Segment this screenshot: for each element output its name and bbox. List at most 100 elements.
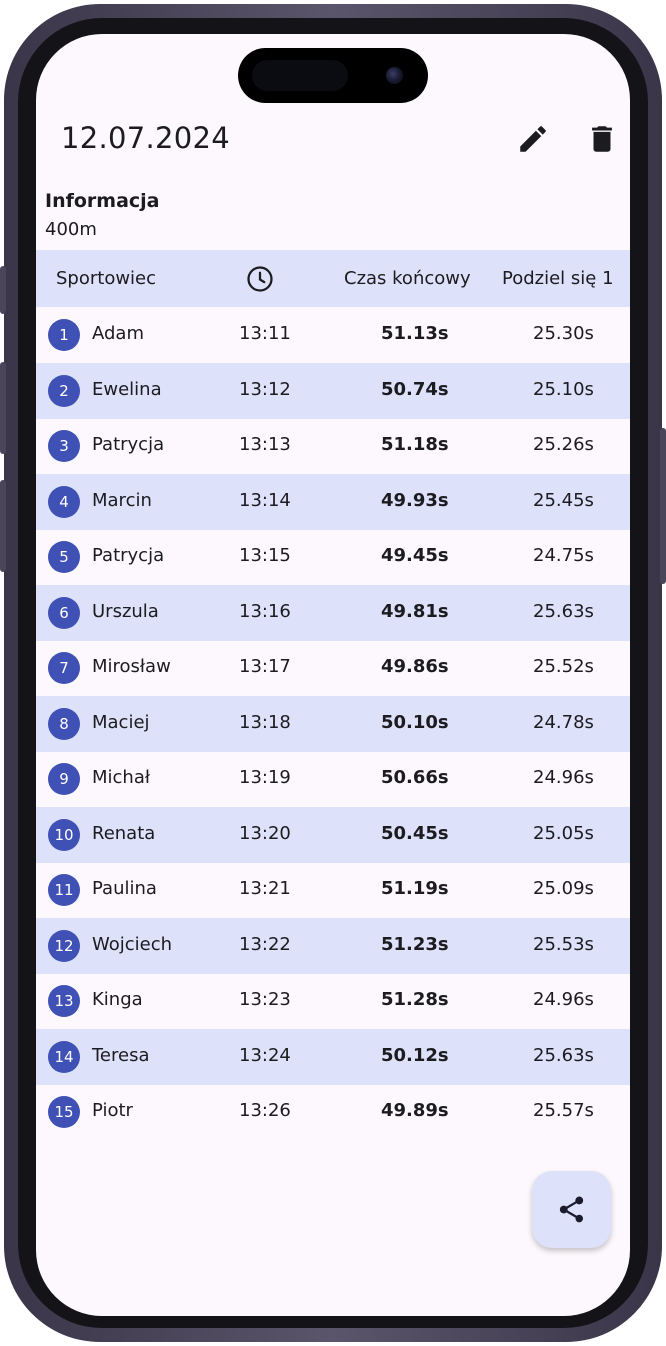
table-row[interactable]: 10 Renata 13:20 50.45s 25.05s bbox=[36, 806, 630, 863]
start-time: 13:17 bbox=[239, 656, 291, 677]
athlete-name: Mirosław bbox=[92, 656, 171, 677]
athlete-name: Michał bbox=[92, 767, 150, 788]
camera-lens bbox=[386, 67, 403, 84]
pencil-icon bbox=[520, 126, 546, 152]
start-time: 13:16 bbox=[239, 600, 291, 622]
athlete-name: Piotr bbox=[92, 1100, 133, 1121]
split-time: 25.05s bbox=[533, 822, 594, 844]
table-row[interactable]: 2 Ewelina 13:12 50.74s 25.10s bbox=[36, 362, 630, 419]
column-final-time[interactable]: Czas końcowy bbox=[344, 268, 471, 289]
athlete-number-badge: 2 bbox=[48, 374, 80, 407]
athlete-number-badge: 11 bbox=[48, 874, 80, 906]
dynamic-island bbox=[238, 48, 428, 103]
start-time: 13:13 bbox=[239, 434, 291, 455]
athlete-name: Ewelina bbox=[92, 378, 162, 400]
start-time: 13:24 bbox=[239, 1044, 291, 1066]
start-time: 13:11 bbox=[239, 323, 291, 344]
athlete-number-badge: 5 bbox=[48, 541, 80, 573]
share-icon bbox=[559, 1196, 584, 1223]
split-time: 25.63s bbox=[533, 600, 594, 622]
final-time: 50.45s bbox=[381, 822, 449, 844]
start-time: 13:12 bbox=[239, 378, 291, 400]
start-time: 13:23 bbox=[239, 989, 291, 1010]
power-button bbox=[660, 428, 666, 584]
start-time: 13:18 bbox=[239, 711, 291, 733]
final-time: 51.18s bbox=[381, 434, 449, 455]
info-label: Informacja bbox=[45, 190, 160, 212]
page-title: 12.07.2024 bbox=[61, 121, 231, 155]
table-row[interactable]: 5 Patrycja 13:15 49.45s 24.75s bbox=[36, 529, 630, 585]
athlete-number-badge: 9 bbox=[48, 763, 80, 795]
athlete-name: Maciej bbox=[92, 711, 150, 733]
athlete-name: Teresa bbox=[92, 1044, 150, 1066]
final-time: 49.81s bbox=[381, 600, 449, 622]
final-time: 49.89s bbox=[381, 1100, 449, 1121]
athlete-name: Wojciech bbox=[92, 933, 173, 955]
column-athlete[interactable]: Sportowiec bbox=[56, 268, 157, 289]
table-row[interactable]: 9 Michał 13:19 50.66s 24.96s bbox=[36, 751, 630, 807]
athlete-name: Patrycja bbox=[92, 434, 165, 455]
table-row[interactable]: 12 Wojciech 13:22 51.23s 25.53s bbox=[36, 917, 630, 974]
athlete-number-badge: 14 bbox=[48, 1040, 80, 1073]
table-row[interactable]: 7 Mirosław 13:17 49.86s 25.52s bbox=[36, 640, 630, 696]
trash-icon bbox=[592, 126, 612, 152]
split-time: 25.57s bbox=[533, 1100, 594, 1121]
athlete-number-badge: 4 bbox=[48, 485, 80, 518]
split-time: 24.75s bbox=[533, 545, 594, 566]
final-time: 51.28s bbox=[381, 989, 449, 1010]
table-row[interactable]: 3 Patrycja 13:13 51.18s 25.26s bbox=[36, 418, 630, 474]
athlete-name: Kinga bbox=[92, 989, 143, 1010]
split-time: 25.52s bbox=[533, 656, 594, 677]
final-time: 51.13s bbox=[381, 323, 449, 344]
table-row[interactable]: 15 Piotr 13:26 49.89s 25.57s bbox=[36, 1084, 630, 1140]
table-header: Sportowiec Czas końcowy Podziel się 1 bbox=[36, 250, 630, 307]
athlete-number-badge: 3 bbox=[48, 430, 80, 462]
split-time: 24.78s bbox=[533, 711, 594, 733]
athlete-name: Marcin bbox=[92, 489, 152, 511]
start-time: 13:22 bbox=[239, 933, 291, 955]
start-time: 13:21 bbox=[239, 878, 291, 899]
column-time[interactable] bbox=[245, 264, 275, 294]
start-time: 13:26 bbox=[239, 1100, 291, 1121]
table-row[interactable]: 6 Urszula 13:16 49.81s 25.63s bbox=[36, 584, 630, 641]
share-button[interactable] bbox=[532, 1171, 611, 1248]
split-time: 25.53s bbox=[533, 933, 594, 955]
athlete-number-badge: 6 bbox=[48, 596, 80, 629]
edit-button[interactable] bbox=[516, 122, 550, 156]
table-row[interactable]: 14 Teresa 13:24 50.12s 25.63s bbox=[36, 1028, 630, 1085]
split-time: 24.96s bbox=[533, 989, 594, 1010]
final-time: 49.93s bbox=[381, 489, 449, 511]
table-row[interactable]: 11 Paulina 13:21 51.19s 25.09s bbox=[36, 862, 630, 918]
athlete-name: Urszula bbox=[92, 600, 159, 622]
final-time: 50.66s bbox=[381, 767, 449, 788]
athlete-name: Adam bbox=[92, 323, 144, 344]
split-time: 25.63s bbox=[533, 1044, 594, 1066]
athlete-number-badge: 13 bbox=[48, 985, 80, 1017]
final-time: 51.19s bbox=[381, 878, 449, 899]
split-time: 25.09s bbox=[533, 878, 594, 899]
final-time: 50.12s bbox=[381, 1044, 449, 1066]
final-time: 49.86s bbox=[381, 656, 449, 677]
athlete-name: Paulina bbox=[92, 878, 157, 899]
clock-icon bbox=[247, 266, 273, 292]
delete-button[interactable] bbox=[585, 122, 619, 156]
table-row[interactable]: 1 Adam 13:11 51.13s 25.30s bbox=[36, 307, 630, 363]
table-row[interactable]: 13 Kinga 13:23 51.28s 24.96s bbox=[36, 973, 630, 1029]
athlete-number-badge: 12 bbox=[48, 929, 80, 962]
athlete-number-badge: 7 bbox=[48, 652, 80, 684]
info-distance: 400m bbox=[45, 219, 97, 240]
final-time: 49.45s bbox=[381, 545, 449, 566]
volume-up-button bbox=[0, 362, 6, 454]
app-screen: 12.07.2024 Informacja 400m Sportowiec Cz… bbox=[36, 34, 630, 1316]
split-time: 24.96s bbox=[533, 767, 594, 788]
volume-down-button bbox=[0, 480, 6, 572]
final-time: 50.10s bbox=[381, 711, 449, 733]
start-time: 13:15 bbox=[239, 545, 291, 566]
start-time: 13:20 bbox=[239, 822, 291, 844]
table-row[interactable]: 4 Marcin 13:14 49.93s 25.45s bbox=[36, 473, 630, 530]
action-button bbox=[0, 266, 6, 314]
start-time: 13:19 bbox=[239, 767, 291, 788]
table-row[interactable]: 8 Maciej 13:18 50.10s 24.78s bbox=[36, 695, 630, 752]
column-split[interactable]: Podziel się 1 bbox=[502, 268, 614, 289]
athlete-number-badge: 15 bbox=[48, 1096, 80, 1128]
